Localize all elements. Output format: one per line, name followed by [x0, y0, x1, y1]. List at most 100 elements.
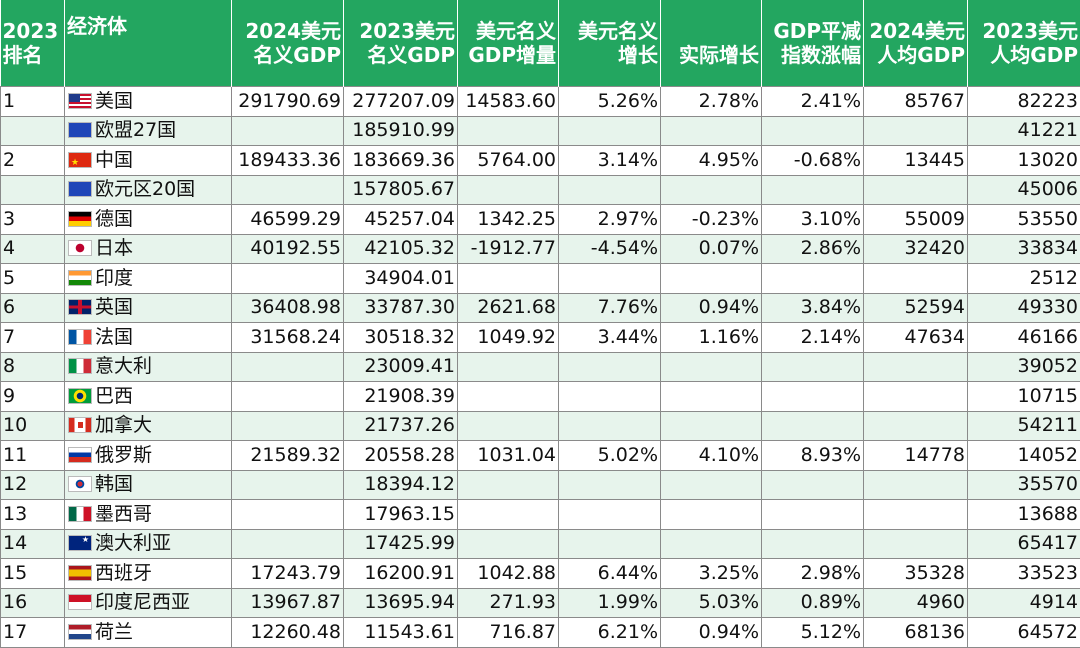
gdp-2024-cell: 31568.24: [232, 323, 344, 353]
nominal-growth-cell: 6.21%: [559, 618, 661, 648]
flag-ca-icon: [68, 417, 92, 433]
gdp-2024-cell: 12260.48: [232, 618, 344, 648]
flag-id-icon: [68, 594, 92, 610]
gdp-increment-cell: [458, 175, 559, 205]
flag-mx-icon: [68, 506, 92, 522]
gdp-2024-cell: 21589.32: [232, 441, 344, 471]
economy-name: 德国: [95, 208, 133, 230]
per-capita-2024-cell: [864, 352, 968, 382]
per-capita-2023-cell: 35570: [968, 470, 1080, 500]
per-capita-2023-cell: 49330: [968, 293, 1080, 323]
gdp-increment-cell: 1342.25: [458, 205, 559, 235]
gdp-2024-cell: [232, 500, 344, 530]
rank-cell: [1, 116, 65, 146]
per-capita-2023-cell: 54211: [968, 411, 1080, 441]
deflator-cell: [762, 116, 864, 146]
rank-cell: 7: [1, 323, 65, 353]
economy-name: 意大利: [95, 355, 152, 377]
gdp-2023-cell: 185910.99: [344, 116, 458, 146]
nominal-growth-cell: 6.44%: [559, 559, 661, 589]
flag-cn-icon: [68, 152, 92, 168]
economy-name: 英国: [95, 296, 133, 318]
economy-cell: 美国: [65, 87, 232, 117]
economy-name: 法国: [95, 326, 133, 348]
real-growth-cell: [661, 529, 762, 559]
deflator-cell: 2.98%: [762, 559, 864, 589]
gdp-increment-cell: [458, 500, 559, 530]
gdp-increment-cell: [458, 382, 559, 412]
real-growth-cell: [661, 500, 762, 530]
economy-name: 日本: [95, 237, 133, 259]
economy-name: 中国: [95, 149, 133, 171]
deflator-cell: [762, 382, 864, 412]
real-growth-cell: 2.78%: [661, 87, 762, 117]
per-capita-2024-cell: [864, 470, 968, 500]
economy-name: 韩国: [95, 473, 133, 495]
header-per-capita-2024: 2024美元人均GDP: [864, 0, 968, 87]
header-real-growth: 实际增长: [661, 0, 762, 87]
per-capita-2024-cell: [864, 382, 968, 412]
rank-cell: 4: [1, 234, 65, 264]
flag-es-icon: [68, 565, 92, 581]
rank-cell: 6: [1, 293, 65, 323]
deflator-cell: 3.10%: [762, 205, 864, 235]
real-growth-cell: 3.25%: [661, 559, 762, 589]
per-capita-2024-cell: 68136: [864, 618, 968, 648]
rank-cell: 11: [1, 441, 65, 471]
economy-name: 俄罗斯: [95, 444, 152, 466]
rank-cell: 10: [1, 411, 65, 441]
per-capita-2024-cell: 14778: [864, 441, 968, 471]
per-capita-2024-cell: 52594: [864, 293, 968, 323]
flag-ru-icon: [68, 447, 92, 463]
deflator-cell: [762, 175, 864, 205]
real-growth-cell: [661, 411, 762, 441]
gdp-2023-cell: 33787.30: [344, 293, 458, 323]
gdp-increment-cell: -1912.77: [458, 234, 559, 264]
gdp-increment-cell: 1042.88: [458, 559, 559, 589]
economy-cell: 俄罗斯: [65, 441, 232, 471]
economy-name: 西班牙: [95, 562, 152, 584]
nominal-growth-cell: 3.14%: [559, 146, 661, 176]
real-growth-cell: 0.94%: [661, 618, 762, 648]
real-growth-cell: 0.94%: [661, 293, 762, 323]
flag-kr-icon: [68, 476, 92, 492]
rank-cell: 13: [1, 500, 65, 530]
gdp-2024-cell: 46599.29: [232, 205, 344, 235]
economy-name: 美国: [95, 90, 133, 112]
economy-cell: 墨西哥: [65, 500, 232, 530]
nominal-growth-cell: 5.26%: [559, 87, 661, 117]
deflator-cell: 8.93%: [762, 441, 864, 471]
gdp-2024-cell: [232, 116, 344, 146]
nominal-growth-cell: 7.76%: [559, 293, 661, 323]
rank-cell: 14: [1, 529, 65, 559]
economy-name: 荷兰: [95, 621, 133, 643]
economy-cell: 印度尼西亚: [65, 588, 232, 618]
economy-cell: 印度: [65, 264, 232, 294]
gdp-2023-cell: 13695.94: [344, 588, 458, 618]
per-capita-2024-cell: [864, 264, 968, 294]
per-capita-2024-cell: 13445: [864, 146, 968, 176]
gdp-2023-cell: 34904.01: [344, 264, 458, 294]
real-growth-cell: [661, 175, 762, 205]
rank-cell: [1, 175, 65, 205]
gdp-2023-cell: 21737.26: [344, 411, 458, 441]
nominal-growth-cell: [559, 529, 661, 559]
per-capita-2024-cell: 55009: [864, 205, 968, 235]
gdp-2023-cell: 23009.41: [344, 352, 458, 382]
gdp-2023-cell: 183669.36: [344, 146, 458, 176]
real-growth-cell: 4.10%: [661, 441, 762, 471]
deflator-cell: -0.68%: [762, 146, 864, 176]
real-growth-cell: [661, 116, 762, 146]
economy-cell: 欧盟27国: [65, 116, 232, 146]
gdp-2023-cell: 20558.28: [344, 441, 458, 471]
economy-name: 印度尼西亚: [95, 591, 190, 613]
